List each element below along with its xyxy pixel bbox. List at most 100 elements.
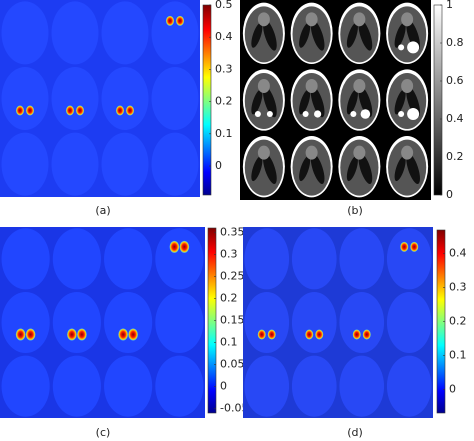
colorbar-tick-label: 0.2	[220, 291, 238, 304]
hot-spot	[16, 105, 24, 116]
hot-spot	[257, 329, 266, 340]
colorbar-tick-label: 0.4	[449, 247, 467, 260]
hot-spot	[179, 240, 190, 253]
hot-spot	[176, 15, 184, 26]
phantom-outline	[104, 228, 153, 290]
phantom-ventricle	[299, 89, 311, 115]
phantom-outline	[244, 228, 290, 290]
hot-spot	[67, 328, 77, 341]
phantom-spot	[401, 145, 414, 160]
phantom-spot	[353, 12, 366, 27]
phantom-ventricle	[394, 156, 406, 182]
lesion	[407, 41, 420, 54]
panel-image	[240, 0, 431, 200]
phantom-outline	[52, 291, 101, 354]
phantom-outline	[1, 132, 49, 196]
hot-spot	[25, 328, 36, 341]
colorbar-tick-label: 0.25	[220, 269, 245, 282]
panel-image	[0, 0, 200, 197]
colorbar	[202, 4, 212, 196]
hot-spot	[126, 105, 134, 116]
colorbar-tick-label: 0	[220, 380, 227, 393]
phantom-outline	[101, 1, 149, 65]
colorbar	[433, 4, 443, 196]
phantom-ventricle	[358, 86, 373, 118]
phantom-spot	[305, 79, 318, 93]
panel-label: (a)	[95, 204, 110, 217]
lesion	[266, 111, 273, 117]
phantom-spot	[305, 145, 318, 160]
phantom-outline	[51, 1, 99, 65]
phantom-spot	[353, 79, 366, 93]
phantom-outline	[151, 132, 199, 196]
phantom-outline	[386, 291, 432, 354]
phantom-outline	[155, 228, 204, 290]
panel-label: (d)	[347, 426, 363, 439]
phantom-ventricle	[251, 156, 263, 182]
hot-spot	[410, 241, 419, 252]
hot-spot	[116, 105, 124, 116]
phantom-outline	[51, 132, 99, 196]
phantom-ventricle	[394, 22, 406, 48]
colorbar-tick-label: 0.2	[215, 95, 233, 108]
hot-spot	[128, 328, 138, 341]
colorbar-tick-label: 0	[446, 188, 453, 201]
phantom-outline	[339, 355, 385, 417]
phantom-outline	[52, 228, 101, 290]
colorbar-tick-label: 0.4	[446, 112, 464, 125]
phantom-spot	[257, 145, 270, 160]
colorbar-tick-label: 0.6	[446, 74, 464, 87]
phantom-outline	[339, 228, 385, 290]
hot-spot	[15, 328, 26, 341]
hot-spot	[26, 105, 34, 116]
lesion	[407, 108, 420, 120]
phantom-ventricle	[310, 153, 325, 184]
colorbar-tick-label: 0	[215, 159, 222, 172]
phantom-outline	[1, 291, 50, 354]
phantom-ventricle	[263, 20, 277, 51]
panel-label: (b)	[347, 204, 363, 217]
phantom-ventricle	[358, 153, 373, 184]
colorbar-tick-label: 0.8	[446, 36, 464, 49]
phantom-ventricle	[251, 89, 263, 115]
lesion	[360, 109, 371, 119]
colorbar-tick-label: 0.1	[215, 127, 233, 140]
hot-spot	[118, 328, 128, 341]
panel-label: (c)	[96, 426, 111, 439]
phantom-outline	[101, 66, 149, 131]
hot-spot	[352, 329, 361, 340]
lesion	[254, 111, 261, 117]
hot-spot	[166, 15, 174, 26]
phantom-outline	[104, 291, 153, 354]
phantom-outline	[386, 355, 432, 417]
lesion	[398, 111, 405, 117]
lesion	[398, 44, 405, 51]
phantom-outline	[52, 355, 101, 417]
phantom-spot	[401, 79, 414, 93]
phantom-ventricle	[346, 22, 358, 48]
phantom-outline	[1, 1, 49, 65]
colorbar-tick-label: 0.15	[220, 314, 245, 327]
phantom-outline	[1, 66, 49, 131]
phantom-ventricle	[394, 89, 406, 115]
hot-spot	[267, 329, 276, 340]
phantom-spot	[305, 12, 318, 27]
hot-spot	[400, 241, 409, 252]
colorbar-tick-label: 0.1	[220, 336, 238, 349]
phantom-ventricle	[251, 22, 263, 48]
phantom-outline	[1, 355, 50, 417]
phantom-outline	[339, 291, 385, 354]
phantom-outline	[244, 291, 290, 354]
colorbar-tick-label: 0.1	[449, 348, 467, 361]
phantom-ventricle	[406, 153, 420, 184]
hot-spot	[76, 105, 84, 116]
colorbar-tick-label: 0.4	[215, 30, 233, 43]
colorbar-tick-label: 0.3	[220, 247, 238, 260]
phantom-ventricle	[310, 86, 325, 118]
phantom-ventricle	[346, 89, 358, 115]
colorbar-tick-label: 1	[446, 0, 453, 11]
phantom-outline	[386, 228, 432, 290]
phantom-outline	[51, 66, 99, 131]
lesion	[302, 111, 309, 117]
phantom-spot	[257, 79, 270, 93]
